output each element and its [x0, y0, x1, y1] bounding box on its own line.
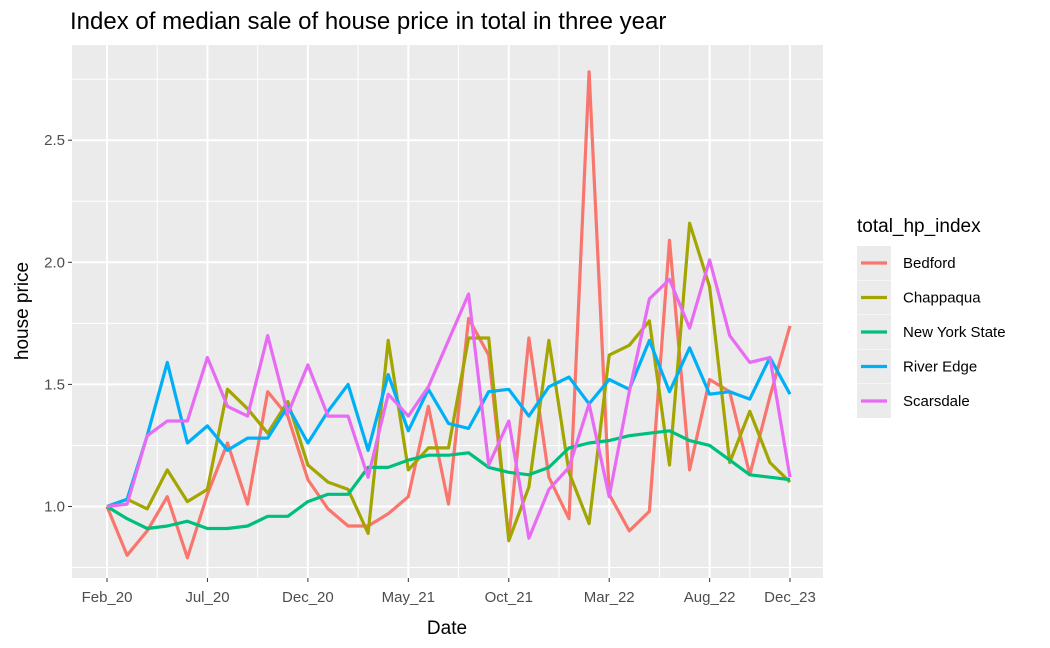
legend-item-bedford: Bedford: [857, 246, 956, 280]
series-line-scarsdale: [106, 258, 792, 540]
y-tick-label: 2.5: [44, 132, 65, 149]
minor-gridlines: [72, 45, 823, 578]
legend-item-scarsdale: Scarsdale: [857, 384, 970, 418]
series-line-bedford: [105, 70, 792, 560]
x-tick-label: Feb_20: [82, 589, 133, 606]
x-tick-label: Dec_20: [282, 589, 334, 606]
x-tick-label: Mar_22: [584, 589, 635, 606]
y-tick-label: 1.5: [44, 376, 65, 393]
legend-label: Chappaqua: [903, 290, 981, 307]
x-axis-title: Date: [427, 618, 467, 639]
x-tick-label: Oct_21: [485, 589, 533, 606]
y-axis: 1.0 1.5 2.0 2.5: [44, 132, 72, 516]
legend: total_hp_index Bedford Chappaqua New York …: [857, 216, 1006, 418]
y-axis-title: house price: [12, 262, 33, 360]
x-tick-label: Aug_22: [684, 589, 736, 606]
series-line-new-york-state: [106, 429, 791, 531]
legend-item-new-york-state: New York State: [857, 315, 1006, 349]
legend-title: total_hp_index: [857, 216, 981, 237]
x-tick-label: May_21: [382, 589, 435, 606]
series-lines: [105, 70, 792, 560]
plot-panel: [72, 45, 823, 578]
y-tick-label: 1.0: [44, 499, 65, 516]
legend-item-river-edge: River Edge: [857, 349, 977, 384]
legend-label: River Edge: [903, 359, 977, 376]
x-tick-label: Dec_23: [764, 589, 816, 606]
y-tick-label: 2.0: [44, 254, 65, 271]
major-gridlines: [72, 45, 823, 578]
legend-label: New York State: [903, 324, 1006, 341]
series-line-river-edge: [106, 338, 792, 509]
x-axis: Feb_20 Jul_20 Dec_20 May_21 Oct_21 Mar_22 Aug_…: [82, 578, 816, 606]
series-line-chappaqua: [106, 221, 792, 543]
x-tick-label: Jul_20: [185, 589, 229, 606]
legend-item-chappaqua: Chappaqua: [857, 280, 981, 315]
chart-title: Index of median sale of house price in t…: [70, 8, 667, 35]
legend-label: Bedford: [903, 255, 956, 272]
legend-label: Scarsdale: [903, 393, 970, 410]
